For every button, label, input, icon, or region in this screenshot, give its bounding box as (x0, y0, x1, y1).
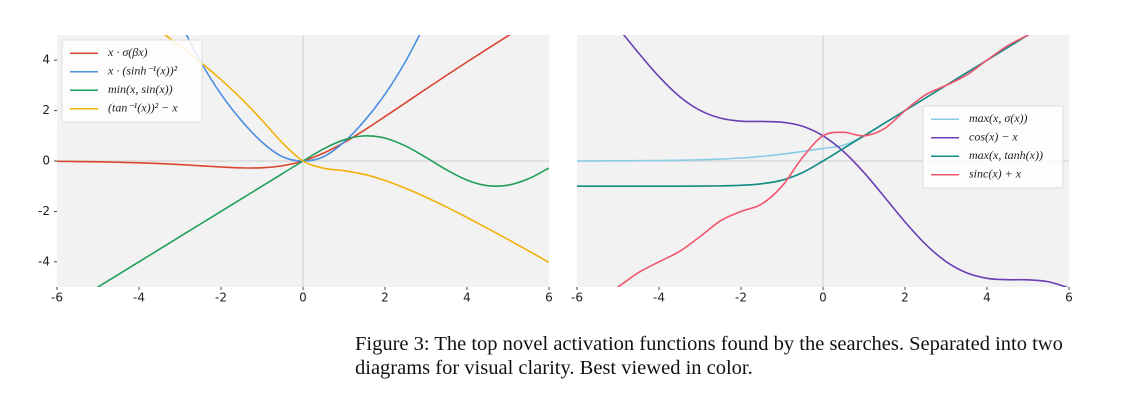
x-tick-label: -2 (735, 291, 747, 305)
x-tick-label: -6 (51, 291, 63, 305)
legend-label: sinc(x) + x (969, 167, 1022, 181)
legend-label: max(x, σ(x)) (969, 111, 1028, 125)
y-tick-label: 2 (42, 103, 50, 117)
x-tick-label: -6 (571, 291, 583, 305)
caption: Figure 3: The top novel activation funct… (355, 333, 1063, 379)
x-tick-label: 4 (983, 291, 991, 305)
legend-label: min(x, sin(x)) (108, 82, 173, 96)
x-tick-label: 0 (819, 291, 827, 305)
series-group (57, 35, 549, 287)
series-group (577, 35, 1069, 287)
x-tick-label: 2 (381, 291, 389, 305)
x-tick-label: 6 (545, 291, 553, 305)
legend-label: x · (sinh⁻¹(x))² (107, 64, 178, 78)
x-tick-label: -4 (133, 291, 145, 305)
legend-label: x · σ(βx) (107, 45, 148, 59)
legend-label: (tan⁻¹(x))² − x (108, 101, 178, 115)
line (163, 35, 549, 264)
y-tick-label: -4 (38, 254, 50, 268)
legend-label: cos(x) − x (969, 130, 1018, 144)
x-tick-label: -4 (653, 291, 665, 305)
figure: -6 -4 -2 0 2 4 6 -4 -2 0 2 4 x · σ(βx) x · (sinh⁻¹(x)… (38, 35, 1073, 305)
y-tick-label: 0 (42, 154, 50, 168)
x-tick-label: 0 (299, 291, 307, 305)
legend-box (922, 105, 1064, 189)
line (616, 35, 1030, 287)
legend-label: max(x, tanh(x)) (969, 148, 1043, 162)
x-tick-label: 4 (463, 291, 471, 305)
y-tick-label: 4 (42, 53, 50, 67)
x-tick-label: 6 (1065, 291, 1073, 305)
y-tick-label: -2 (38, 204, 50, 218)
x-tick-label: 2 (901, 291, 909, 305)
x-tick-label: -2 (215, 291, 227, 305)
legend-box (61, 39, 203, 123)
